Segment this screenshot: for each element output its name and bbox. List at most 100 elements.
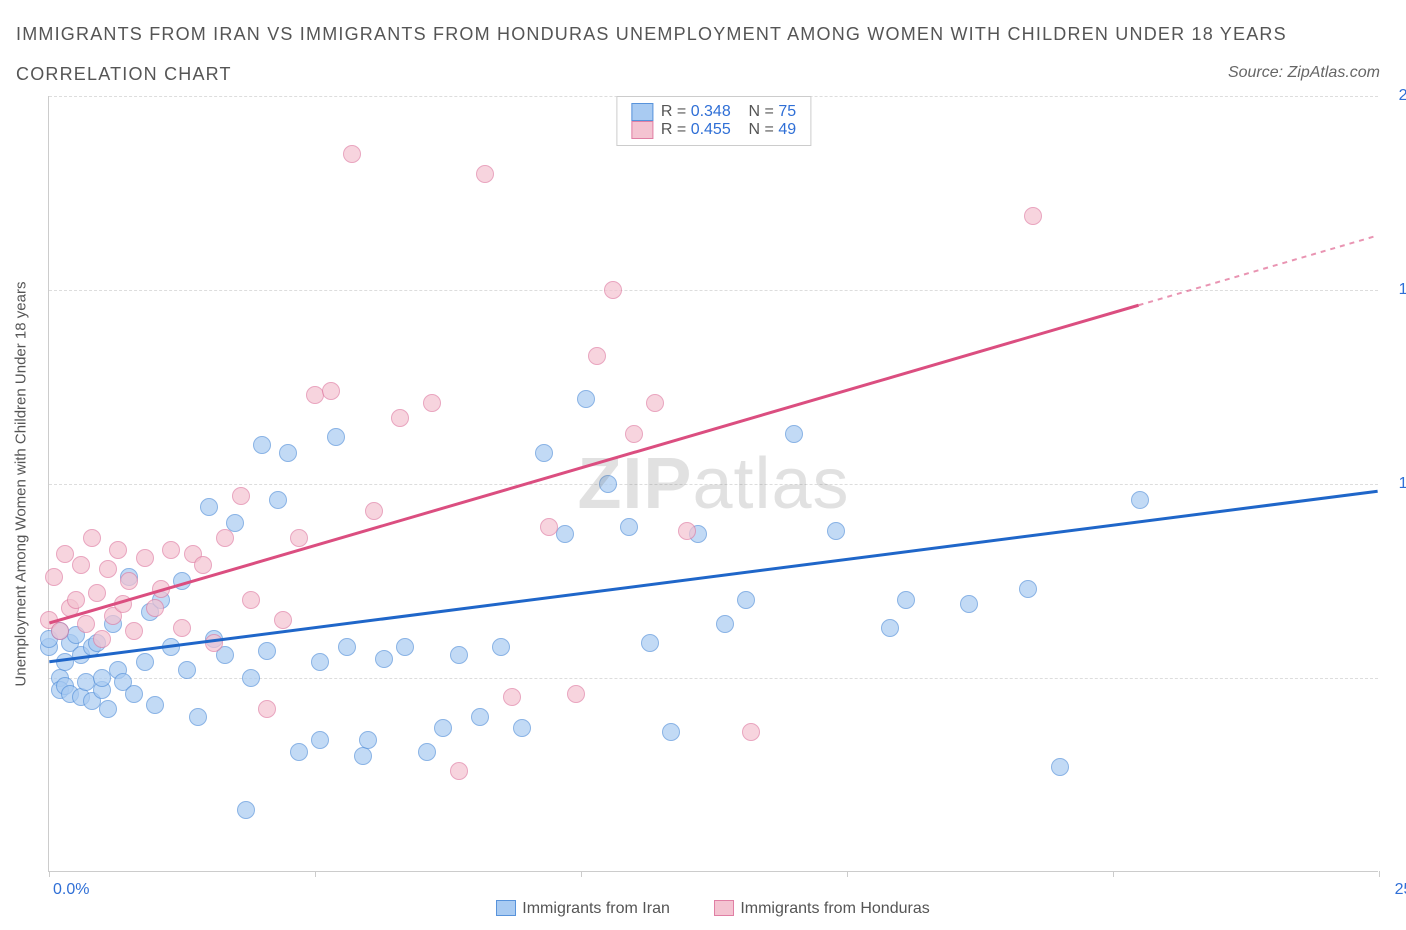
data-point: [359, 731, 377, 749]
data-point: [1024, 207, 1042, 225]
source-label: Source: ZipAtlas.com: [1228, 64, 1380, 82]
data-point: [338, 638, 356, 656]
data-point: [450, 646, 468, 664]
data-point: [109, 541, 127, 559]
data-point: [662, 723, 680, 741]
y-tick-label: 20.0%: [1384, 87, 1406, 105]
data-point: [189, 708, 207, 726]
legend-label: Immigrants from Honduras: [740, 900, 929, 917]
legend-swatch-honduras: [631, 121, 653, 139]
n-value: 49: [778, 121, 796, 138]
data-point: [881, 619, 899, 637]
data-point: [503, 688, 521, 706]
legend-label: Immigrants from Iran: [522, 900, 670, 917]
data-point: [125, 685, 143, 703]
data-point: [604, 281, 622, 299]
series-legend: Immigrants from Iran Immigrants from Hon…: [48, 900, 1378, 918]
data-point: [742, 723, 760, 741]
y-tick-label: 5.0%: [1384, 669, 1406, 687]
data-point: [567, 685, 585, 703]
data-point: [93, 630, 111, 648]
data-point: [1019, 580, 1037, 598]
legend-row: R = 0.455 N = 49: [631, 121, 796, 139]
data-point: [51, 622, 69, 640]
y-tick-label: 15.0%: [1384, 281, 1406, 299]
data-point: [737, 591, 755, 609]
y-tick-label: 10.0%: [1384, 475, 1406, 493]
data-point: [897, 591, 915, 609]
data-point: [556, 525, 574, 543]
data-point: [960, 595, 978, 613]
data-point: [577, 390, 595, 408]
legend-row: R = 0.348 N = 75: [631, 103, 796, 121]
chart-title-line1: IMMIGRANTS FROM IRAN VS IMMIGRANTS FROM …: [16, 24, 1287, 45]
x-min-label: 0.0%: [53, 881, 89, 899]
gridline: [49, 290, 1378, 291]
data-point: [99, 560, 117, 578]
data-point: [178, 661, 196, 679]
data-point: [646, 394, 664, 412]
data-point: [136, 549, 154, 567]
data-point: [492, 638, 510, 656]
data-point: [1131, 491, 1149, 509]
x-max-label: 25.0%: [1395, 881, 1406, 899]
data-point: [216, 529, 234, 547]
data-point: [588, 347, 606, 365]
data-point: [311, 731, 329, 749]
legend-item-iran: Immigrants from Iran: [496, 900, 674, 917]
data-point: [418, 743, 436, 761]
data-point: [226, 514, 244, 532]
data-point: [146, 696, 164, 714]
data-point: [114, 595, 132, 613]
data-point: [194, 556, 212, 574]
n-label: N =: [749, 103, 774, 120]
data-point: [136, 653, 154, 671]
data-point: [827, 522, 845, 540]
data-point: [258, 642, 276, 660]
legend-swatch-honduras: [714, 900, 734, 916]
data-point: [311, 653, 329, 671]
data-point: [162, 541, 180, 559]
data-point: [375, 650, 393, 668]
data-point: [162, 638, 180, 656]
data-point: [205, 634, 223, 652]
data-point: [476, 165, 494, 183]
x-tick-mark: [315, 871, 316, 877]
data-point: [253, 436, 271, 454]
data-point: [269, 491, 287, 509]
data-point: [1051, 758, 1069, 776]
data-point: [423, 394, 441, 412]
data-point: [146, 599, 164, 617]
x-tick-mark: [847, 871, 848, 877]
r-value: 0.455: [691, 121, 731, 138]
data-point: [785, 425, 803, 443]
data-point: [173, 619, 191, 637]
data-point: [290, 529, 308, 547]
n-value: 75: [778, 103, 796, 120]
legend-stats-honduras: R = 0.455 N = 49: [661, 121, 796, 139]
data-point: [77, 615, 95, 633]
x-tick-mark: [1379, 871, 1380, 877]
data-point: [274, 611, 292, 629]
data-point: [620, 518, 638, 536]
data-point: [242, 669, 260, 687]
data-point: [200, 498, 218, 516]
correlation-legend: R = 0.348 N = 75 R = 0.455 N = 49: [616, 96, 811, 146]
x-tick-mark: [1113, 871, 1114, 877]
data-point: [343, 145, 361, 163]
data-point: [678, 522, 696, 540]
data-point: [641, 634, 659, 652]
data-point: [716, 615, 734, 633]
data-point: [535, 444, 553, 462]
data-point: [322, 382, 340, 400]
data-point: [88, 584, 106, 602]
data-point: [434, 719, 452, 737]
data-point: [67, 591, 85, 609]
data-point: [279, 444, 297, 462]
x-tick-mark: [49, 871, 50, 877]
data-point: [232, 487, 250, 505]
gridline: [49, 484, 1378, 485]
r-label: R =: [661, 103, 686, 120]
data-point: [173, 572, 191, 590]
data-point: [327, 428, 345, 446]
